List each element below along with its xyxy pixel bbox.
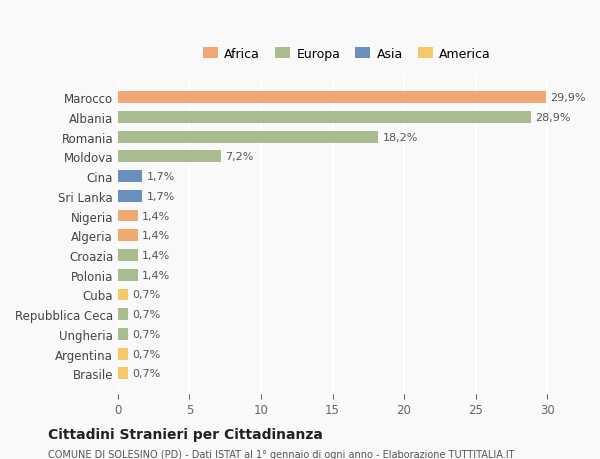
Text: COMUNE DI SOLESINO (PD) - Dati ISTAT al 1° gennaio di ogni anno - Elaborazione T: COMUNE DI SOLESINO (PD) - Dati ISTAT al … (48, 449, 515, 459)
Text: 1,7%: 1,7% (146, 191, 175, 202)
Bar (118, 328, 128, 340)
Bar (118, 368, 128, 380)
Legend: Africa, Europa, Asia, America: Africa, Europa, Asia, America (198, 43, 496, 66)
Bar (118, 151, 221, 163)
Bar (118, 210, 138, 222)
Text: Cittadini Stranieri per Cittadinanza: Cittadini Stranieri per Cittadinanza (48, 427, 323, 441)
Text: 0,7%: 0,7% (132, 309, 161, 319)
Bar (118, 171, 142, 183)
Bar (118, 250, 138, 261)
Bar (118, 289, 128, 301)
Bar (118, 92, 545, 104)
Bar (118, 190, 142, 202)
Bar (118, 112, 532, 123)
Text: 1,7%: 1,7% (146, 172, 175, 182)
Bar (118, 348, 128, 360)
Text: 0,7%: 0,7% (132, 329, 161, 339)
Text: 1,4%: 1,4% (142, 211, 170, 221)
Text: 18,2%: 18,2% (383, 132, 418, 142)
Text: 1,4%: 1,4% (142, 231, 170, 241)
Text: 28,9%: 28,9% (536, 112, 571, 123)
Text: 0,7%: 0,7% (132, 290, 161, 300)
Text: 1,4%: 1,4% (142, 270, 170, 280)
Bar (118, 308, 128, 320)
Bar (118, 230, 138, 241)
Text: 29,9%: 29,9% (550, 93, 586, 103)
Bar (118, 269, 138, 281)
Text: 7,2%: 7,2% (225, 152, 254, 162)
Bar (118, 131, 378, 143)
Text: 1,4%: 1,4% (142, 251, 170, 260)
Text: 0,7%: 0,7% (132, 369, 161, 379)
Text: 0,7%: 0,7% (132, 349, 161, 359)
